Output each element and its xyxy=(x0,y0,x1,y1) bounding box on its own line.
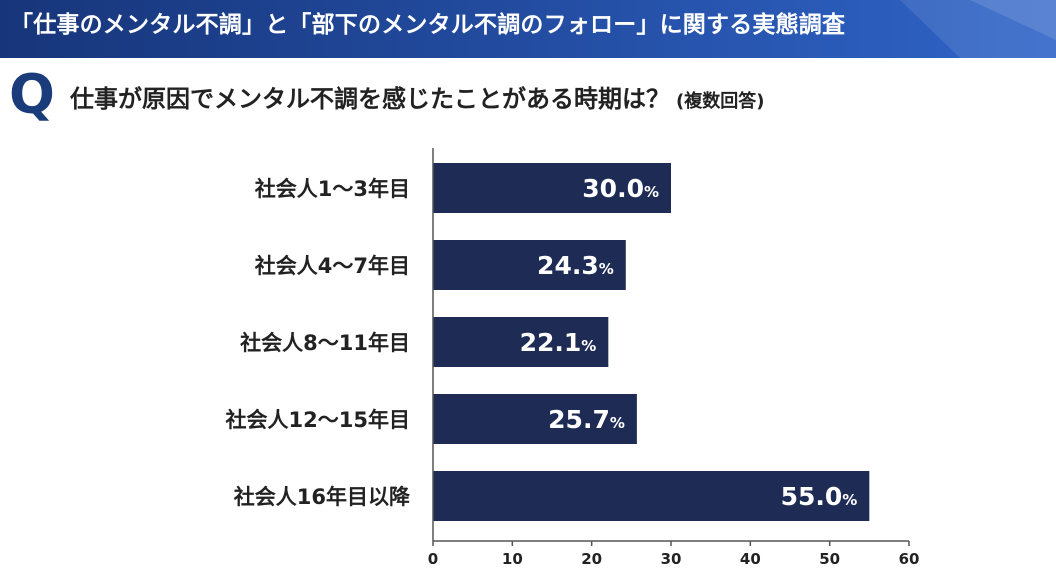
x-tick-label: 30 xyxy=(661,550,682,568)
bar xyxy=(433,163,671,213)
x-tick-label: 20 xyxy=(581,550,602,568)
category-label: 社会人12〜15年目 xyxy=(225,408,410,432)
data-label: 22.1% xyxy=(520,328,597,357)
data-label: 55.0% xyxy=(781,482,858,511)
data-label: 25.7% xyxy=(548,405,625,434)
banner-background xyxy=(0,0,1056,58)
category-label: 社会人1〜3年目 xyxy=(254,177,410,201)
question-note: (複数回答) xyxy=(676,91,765,112)
category-label: 社会人4〜7年目 xyxy=(254,254,410,278)
data-label: 30.0% xyxy=(582,174,659,203)
header-banner: 「仕事のメンタル不調」と「部下のメンタル不調のフォロー」に関する実態調査 xyxy=(0,0,1056,58)
category-label: 社会人8〜11年目 xyxy=(239,331,410,355)
question-text-row: 仕事が原因でメンタル不調を感じたことがある時期は？ (複数回答) xyxy=(70,83,764,118)
bar xyxy=(433,317,609,367)
bar xyxy=(433,240,626,290)
x-tick-label: 0 xyxy=(428,550,438,568)
bar xyxy=(433,471,870,521)
bar xyxy=(433,394,637,444)
category-label: 社会人16年目以降 xyxy=(233,485,411,509)
question-text: 仕事が原因でメンタル不調を感じたことがある時期は？ xyxy=(70,85,670,113)
x-tick-label: 10 xyxy=(502,550,523,568)
question-mark: Q xyxy=(9,63,55,126)
x-tick-label: 50 xyxy=(819,550,840,568)
page-title: 「仕事のメンタル不調」と「部下のメンタル不調のフォロー」に関する実態調査 xyxy=(10,12,846,38)
x-tick-label: 60 xyxy=(899,550,920,568)
x-tick-label: 40 xyxy=(740,550,761,568)
data-label: 24.3% xyxy=(537,251,614,280)
